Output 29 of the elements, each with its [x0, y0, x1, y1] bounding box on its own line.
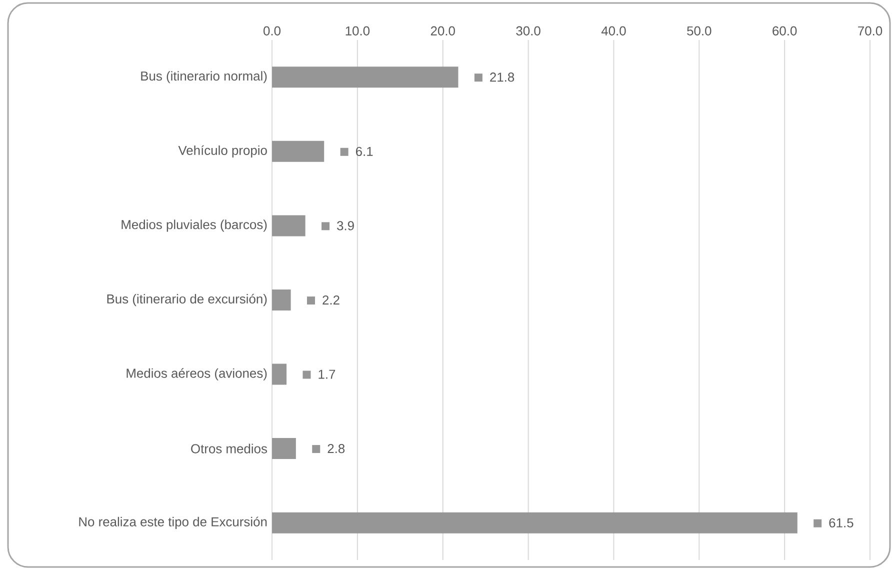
x-tick-label: 50.0 [687, 26, 712, 36]
x-tick-label: 0.0 [264, 26, 281, 36]
data-label: 2.2 [322, 295, 340, 305]
bar [272, 364, 287, 385]
data-label: 2.8 [328, 444, 345, 454]
x-tick-label: 10.0 [346, 26, 370, 36]
bar [272, 438, 296, 460]
bar [272, 215, 306, 236]
x-tick-label: 70.0 [858, 26, 882, 36]
bar [272, 140, 324, 162]
data-label: 3.9 [337, 221, 354, 230]
data-label: 6.1 [356, 146, 373, 156]
x-tick-label: 20.0 [430, 26, 455, 36]
y-tick-label: Vehículo propio [178, 145, 267, 158]
bar [272, 66, 458, 88]
y-tick-label: Otros medios [191, 444, 268, 454]
y-tick-label: Bus (itinerario normal) [141, 71, 267, 84]
bar [272, 512, 798, 534]
y-tick-label: Medios aéreos (aviones) [126, 368, 267, 380]
bar [272, 289, 291, 310]
data-label: 1.7 [318, 370, 336, 379]
x-tick-label: 40.0 [601, 26, 626, 36]
data-label: 61.5 [829, 518, 854, 528]
x-tick-label: 60.0 [772, 26, 797, 36]
y-tick-label: No realiza este tipo de Excursión [79, 516, 267, 529]
x-tick-label: 30.0 [516, 26, 540, 36]
y-tick-label: Bus (itinerario de excursión) [107, 294, 267, 306]
data-label: 21.8 [490, 72, 514, 82]
y-tick-label: Medios pluviales (barcos) [122, 220, 267, 232]
